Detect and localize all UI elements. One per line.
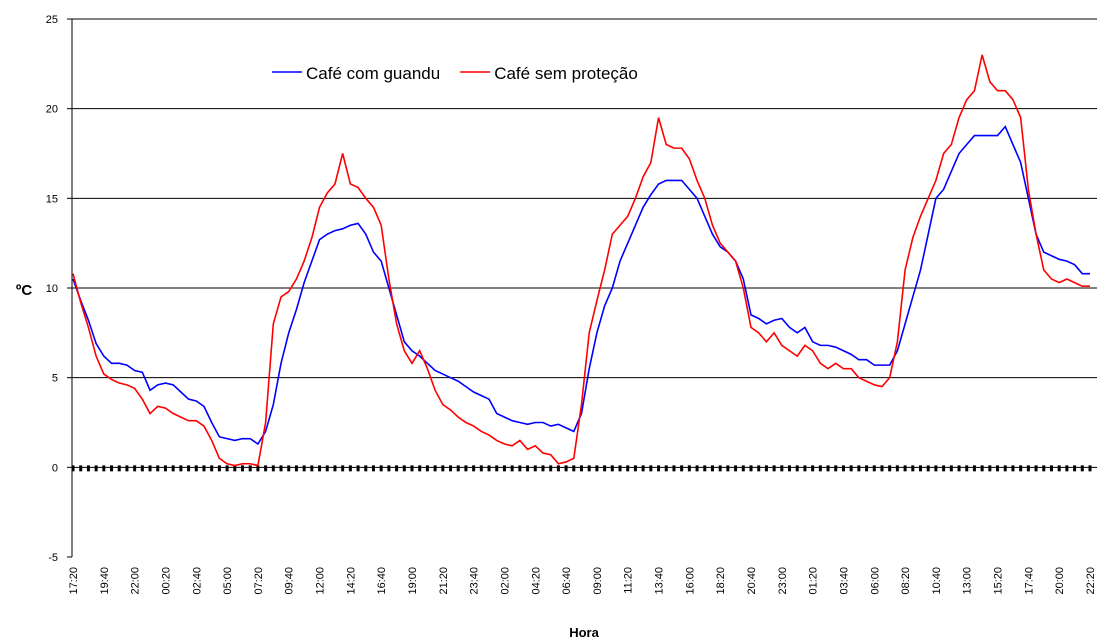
series-line (72, 125, 1090, 446)
x-tick-label: 01:20 (808, 567, 820, 595)
x-tick-label: 23:40 (469, 567, 481, 595)
x-tick-label: 20:00 (1054, 567, 1066, 595)
y-tick-label: 0 (52, 462, 58, 474)
x-tick-label: 05:00 (222, 567, 234, 595)
series-line (72, 54, 1090, 467)
x-tick-label: 07:20 (253, 567, 265, 595)
y-axis-title: ºC (16, 282, 32, 299)
y-tick-label: 20 (46, 104, 58, 116)
x-tick-label: 21:20 (438, 567, 450, 595)
x-tick-label: 02:40 (191, 567, 203, 595)
x-tick-label: 14:20 (345, 567, 357, 595)
y-tick-label: 15 (46, 193, 58, 205)
x-tick-label: 16:40 (376, 567, 388, 595)
x-tick-label: 09:40 (284, 567, 296, 595)
x-tick-label: 17:20 (68, 567, 80, 595)
y-tick-label: 5 (52, 373, 58, 385)
x-tick-label: 23:00 (777, 567, 789, 595)
x-tick-label: 13:40 (654, 567, 666, 595)
x-tick-label: 10:40 (931, 567, 943, 595)
x-tick-label: 13:00 (962, 567, 974, 595)
x-tick-label: 04:20 (530, 567, 542, 595)
legend-label: Café com guandu (306, 64, 440, 83)
x-tick-label: 00:20 (160, 567, 172, 595)
x-tick-label: 18:20 (715, 567, 727, 595)
legend-label: Café sem proteção (494, 64, 638, 83)
x-tick-label: 03:40 (838, 567, 850, 595)
x-tick-label: 12:00 (315, 567, 327, 595)
x-tick-label: 02:00 (499, 567, 511, 595)
x-tick-label: 22:20 (1085, 567, 1097, 595)
x-tick-label: 06:00 (869, 567, 881, 595)
x-axis-title: Hora (569, 625, 599, 640)
x-tick-label: 11:20 (623, 567, 635, 594)
y-tick-label: -5 (48, 552, 58, 564)
x-tick-label: 16:00 (684, 567, 696, 595)
x-tick-label: 19:40 (99, 567, 111, 595)
x-tick-label: 20:40 (746, 567, 758, 595)
x-tick-label: 08:20 (900, 567, 912, 595)
x-tick-label: 17:40 (1023, 567, 1035, 595)
x-tick-label: 22:00 (130, 567, 142, 595)
x-tick-label: 09:00 (592, 567, 604, 595)
x-tick-label: 15:20 (993, 567, 1005, 595)
y-tick-label: 10 (46, 283, 58, 295)
x-tick-label: 06:40 (561, 567, 573, 595)
y-tick-label: 25 (46, 14, 58, 26)
x-tick-label: 19:00 (407, 567, 419, 595)
